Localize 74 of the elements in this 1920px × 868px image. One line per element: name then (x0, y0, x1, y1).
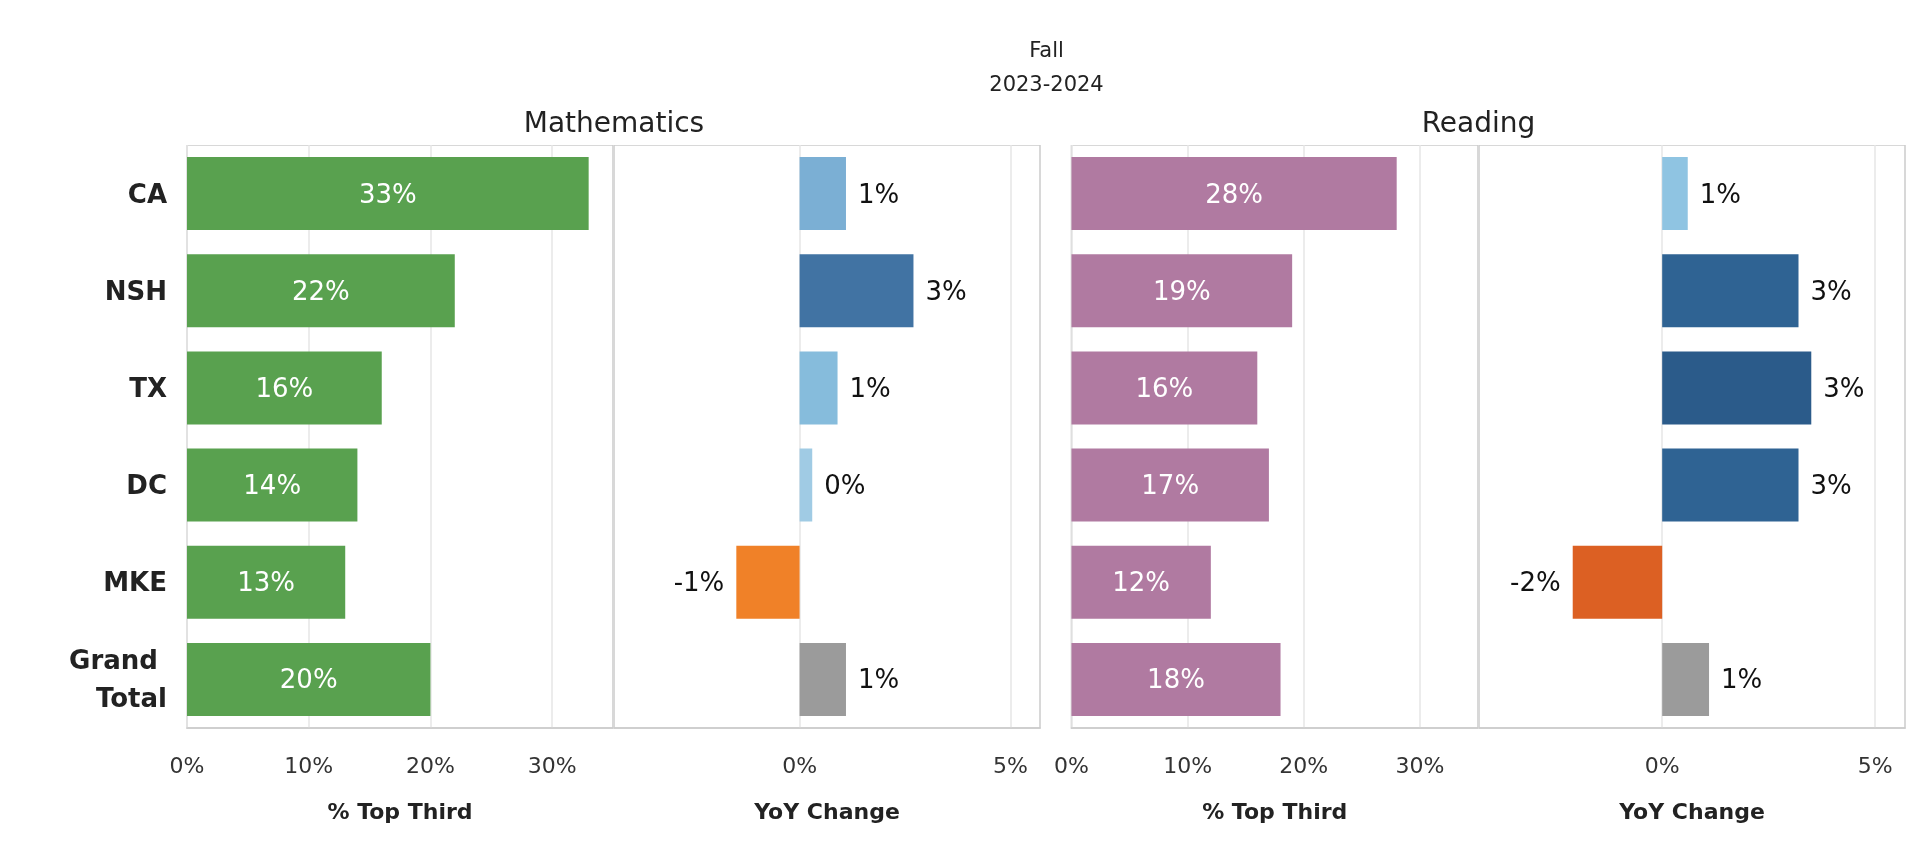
bar (1071, 545, 1211, 619)
data-label: 1% (1721, 664, 1763, 695)
text: 2023-2024 (988, 72, 1105, 96)
data-label: 1% (1699, 178, 1741, 209)
y-tick-label: NSH (104, 275, 167, 306)
bar (1662, 642, 1710, 716)
data-label: 3% (1810, 275, 1852, 306)
bar (187, 254, 455, 328)
text: Fall (1028, 38, 1065, 62)
data-label: -1% (673, 567, 725, 598)
data-label: 1% (849, 372, 891, 403)
bar (1071, 351, 1258, 425)
data-label: 28% (1205, 178, 1263, 209)
x-tick-label: 5% (993, 752, 1028, 778)
data-label: 3% (1823, 372, 1865, 403)
bar (1662, 351, 1812, 425)
data-label: 18% (1147, 664, 1205, 695)
data-label: 22% (291, 275, 350, 306)
bar (1662, 254, 1799, 328)
data-label: 16% (1135, 372, 1194, 403)
x-tick-label: 10% (284, 752, 334, 778)
y-tick-label: Grand Total (69, 645, 167, 714)
data-label: 17% (1141, 470, 1200, 501)
bar (799, 254, 914, 328)
bar (799, 448, 813, 522)
x-tick-label: 0% (169, 752, 205, 778)
data-label: -2% (1510, 567, 1561, 598)
bar (1071, 448, 1269, 522)
data-label: 20% (279, 664, 338, 695)
bar (1071, 642, 1281, 716)
bar (1071, 157, 1397, 231)
bar (1572, 545, 1663, 619)
x-tick-label: 30% (1395, 752, 1445, 778)
x-tick-label: 30% (527, 752, 577, 778)
y-tick-label: DC (126, 470, 167, 501)
x-axis-title: % Top Third (327, 798, 473, 824)
data-label: 33% (358, 178, 417, 209)
data-label: 16% (255, 372, 314, 403)
chart-title: Mathematics (522, 106, 706, 139)
x-tick-label: 0% (782, 752, 818, 778)
data-label: 3% (1810, 470, 1852, 501)
y-tick-label: TX (129, 372, 167, 403)
bar (799, 157, 846, 231)
x-axis-title: % Top Third (1202, 798, 1348, 824)
chart-title: Reading (1420, 106, 1537, 139)
data-label: 14% (243, 470, 302, 501)
bar (1662, 157, 1688, 231)
bar (187, 545, 346, 619)
x-tick-label: 0% (1644, 752, 1680, 778)
x-tick-label: 0% (1054, 752, 1089, 778)
data-label: 19% (1152, 275, 1211, 306)
bar (187, 157, 589, 231)
bar (1071, 254, 1293, 328)
data-label: 13% (237, 567, 296, 598)
data-label: 3% (925, 275, 967, 306)
data-label: 12% (1112, 567, 1171, 598)
y-tick-label: MKE (103, 567, 167, 598)
y-tick-label: CA (127, 178, 167, 209)
data-label: 1% (857, 178, 900, 209)
x-tick-label: 5% (1857, 752, 1893, 778)
x-axis-title: YoY Change (753, 798, 900, 824)
x-tick-label: 10% (1163, 752, 1213, 778)
bar (1662, 448, 1799, 522)
x-tick-label: 20% (1279, 752, 1329, 778)
data-label: 1% (857, 664, 900, 695)
bar (187, 642, 431, 716)
bar (736, 545, 800, 619)
x-axis-title: YoY Change (1618, 798, 1765, 824)
x-tick-label: 20% (405, 752, 455, 778)
bar (799, 642, 846, 716)
bar (799, 351, 838, 425)
bar (187, 448, 358, 522)
data-label: 0% (824, 470, 866, 501)
bar (187, 351, 382, 425)
